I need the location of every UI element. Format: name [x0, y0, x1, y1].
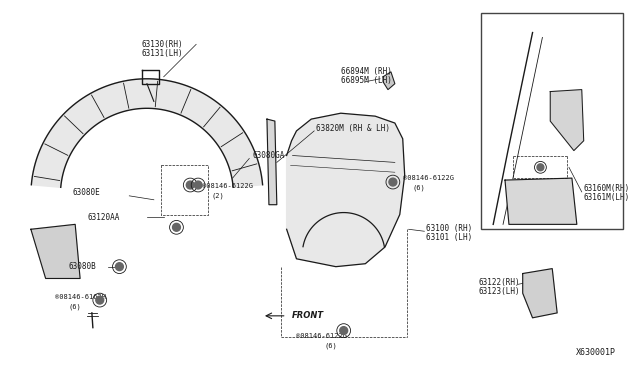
- Text: ®08146-6122G: ®08146-6122G: [403, 175, 454, 181]
- Bar: [481, 13, 623, 229]
- Text: 63130(RH): 63130(RH): [141, 41, 182, 49]
- Polygon shape: [505, 178, 577, 224]
- Circle shape: [96, 296, 104, 304]
- Circle shape: [537, 164, 544, 171]
- Text: 63131(LH): 63131(LH): [141, 49, 182, 58]
- Text: (6): (6): [324, 342, 337, 349]
- Text: 63123(LH): 63123(LH): [478, 287, 520, 296]
- Text: ®08146-6122G: ®08146-6122G: [202, 183, 253, 189]
- Text: 63100 (RH): 63100 (RH): [426, 224, 472, 233]
- Circle shape: [340, 327, 348, 334]
- Polygon shape: [550, 90, 584, 151]
- Polygon shape: [523, 269, 557, 318]
- Text: 63122(RH): 63122(RH): [478, 278, 520, 287]
- Text: 63161M(LH): 63161M(LH): [584, 193, 630, 202]
- Text: 63080GA: 63080GA: [252, 151, 285, 160]
- Polygon shape: [383, 72, 395, 90]
- Circle shape: [173, 223, 180, 231]
- Text: 63080E: 63080E: [72, 188, 100, 198]
- Text: 63080B: 63080B: [68, 262, 96, 271]
- Text: 63120AA: 63120AA: [88, 213, 120, 222]
- Polygon shape: [31, 79, 262, 187]
- Text: (6): (6): [413, 185, 426, 191]
- Text: X630001P: X630001P: [576, 348, 616, 357]
- Text: 63820M (RH & LH): 63820M (RH & LH): [316, 125, 390, 134]
- Text: 66895M (LH): 66895M (LH): [340, 76, 392, 85]
- Text: (2): (2): [212, 193, 225, 199]
- Polygon shape: [31, 224, 80, 279]
- Circle shape: [389, 178, 397, 186]
- Text: 63160M(RH): 63160M(RH): [584, 185, 630, 193]
- Text: ®08146-6162H: ®08146-6162H: [56, 294, 106, 300]
- Circle shape: [115, 263, 124, 270]
- Text: 66894M (RH): 66894M (RH): [340, 67, 392, 76]
- Text: (6): (6): [68, 304, 81, 310]
- Polygon shape: [287, 113, 404, 267]
- Polygon shape: [267, 119, 277, 205]
- Text: ®08146-6122G: ®08146-6122G: [296, 333, 347, 339]
- Circle shape: [186, 181, 194, 189]
- Text: FRONT: FRONT: [292, 311, 324, 320]
- Text: 63101 (LH): 63101 (LH): [426, 232, 472, 242]
- Circle shape: [194, 181, 202, 189]
